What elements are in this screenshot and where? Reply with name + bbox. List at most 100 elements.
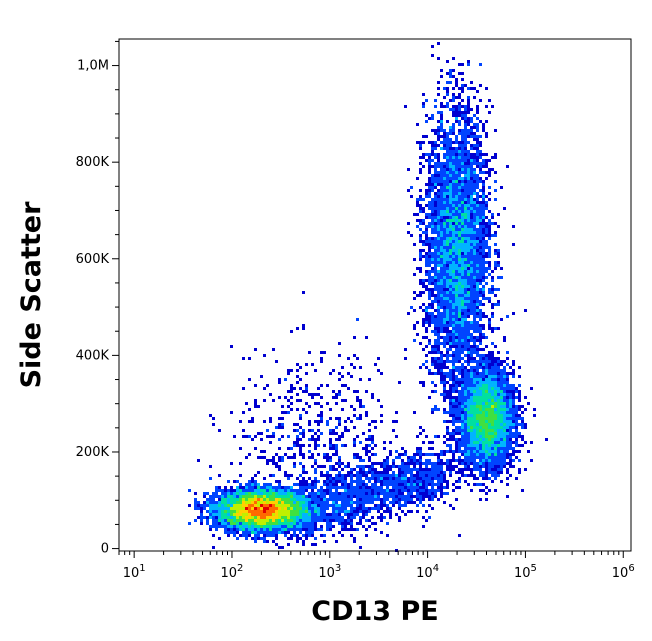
event-cell	[221, 513, 224, 516]
event-cell	[374, 468, 377, 471]
event-cell	[476, 324, 479, 327]
event-cell	[494, 426, 497, 429]
event-cell	[290, 513, 293, 516]
event-cell	[488, 465, 491, 468]
event-cell	[368, 471, 371, 474]
event-cell	[455, 498, 458, 501]
event-cell	[275, 516, 278, 519]
event-cell	[476, 261, 479, 264]
event-cell	[269, 495, 272, 498]
event-cell	[428, 492, 431, 495]
event-cell	[239, 513, 242, 516]
event-cell	[482, 447, 485, 450]
event-cell	[485, 420, 488, 423]
event-cell	[467, 237, 470, 240]
event-cell	[305, 513, 308, 516]
event-cell	[506, 462, 509, 465]
event-cell	[287, 411, 290, 414]
event-cell	[314, 519, 317, 522]
event-cell	[446, 282, 449, 285]
event-cell	[317, 513, 320, 516]
event-cell	[392, 474, 395, 477]
event-cell	[491, 369, 494, 372]
event-cell	[311, 438, 314, 441]
event-cell	[500, 318, 503, 321]
event-cell	[506, 315, 509, 318]
event-cell	[482, 231, 485, 234]
event-cell	[278, 507, 281, 510]
event-cell	[503, 459, 506, 462]
event-cell	[467, 315, 470, 318]
event-cell	[371, 420, 374, 423]
event-cell	[209, 525, 212, 528]
event-cell	[230, 495, 233, 498]
event-cell	[515, 450, 518, 453]
event-cell	[248, 453, 251, 456]
event-cell	[500, 468, 503, 471]
event-cell	[302, 519, 305, 522]
event-cell	[347, 528, 350, 531]
event-cell	[452, 243, 455, 246]
event-cell	[467, 282, 470, 285]
event-cell	[503, 378, 506, 381]
event-cell	[263, 456, 266, 459]
event-cell	[308, 516, 311, 519]
event-cell	[491, 438, 494, 441]
event-cell	[479, 366, 482, 369]
event-cell	[371, 507, 374, 510]
event-cell	[428, 237, 431, 240]
event-cell	[416, 198, 419, 201]
event-cell	[482, 462, 485, 465]
event-cell	[350, 486, 353, 489]
event-cell	[461, 384, 464, 387]
event-cell	[515, 405, 518, 408]
event-cell	[431, 45, 434, 48]
event-cell	[464, 336, 467, 339]
event-cell	[446, 192, 449, 195]
event-cell	[401, 468, 404, 471]
event-cell	[464, 360, 467, 363]
event-cell	[506, 414, 509, 417]
event-cell	[461, 87, 464, 90]
event-cell	[314, 462, 317, 465]
event-cell	[440, 378, 443, 381]
event-cell	[461, 240, 464, 243]
event-cell	[374, 495, 377, 498]
event-cell	[263, 537, 266, 540]
event-cell	[473, 306, 476, 309]
event-cell	[494, 369, 497, 372]
event-cell	[476, 162, 479, 165]
event-cell	[299, 399, 302, 402]
event-cell	[467, 261, 470, 264]
event-cell	[509, 444, 512, 447]
event-cell	[497, 444, 500, 447]
event-cell	[428, 258, 431, 261]
event-cell	[479, 363, 482, 366]
event-cell	[266, 522, 269, 525]
event-cell	[473, 207, 476, 210]
event-cell	[215, 504, 218, 507]
event-cell	[446, 318, 449, 321]
event-cell	[455, 141, 458, 144]
event-cell	[503, 399, 506, 402]
event-cell	[440, 486, 443, 489]
event-cell	[515, 432, 518, 435]
event-cell	[371, 492, 374, 495]
event-cell	[311, 483, 314, 486]
event-cell	[434, 300, 437, 303]
event-cell	[449, 144, 452, 147]
event-cell	[467, 438, 470, 441]
event-cell	[353, 366, 356, 369]
event-cell	[464, 405, 467, 408]
event-cell	[383, 465, 386, 468]
event-cell	[449, 474, 452, 477]
event-cell	[482, 252, 485, 255]
event-cell	[434, 192, 437, 195]
event-cell	[476, 375, 479, 378]
event-cell	[266, 459, 269, 462]
event-cell	[473, 432, 476, 435]
event-cell	[458, 177, 461, 180]
event-cell	[431, 204, 434, 207]
event-cell	[383, 501, 386, 504]
event-cell	[272, 474, 275, 477]
